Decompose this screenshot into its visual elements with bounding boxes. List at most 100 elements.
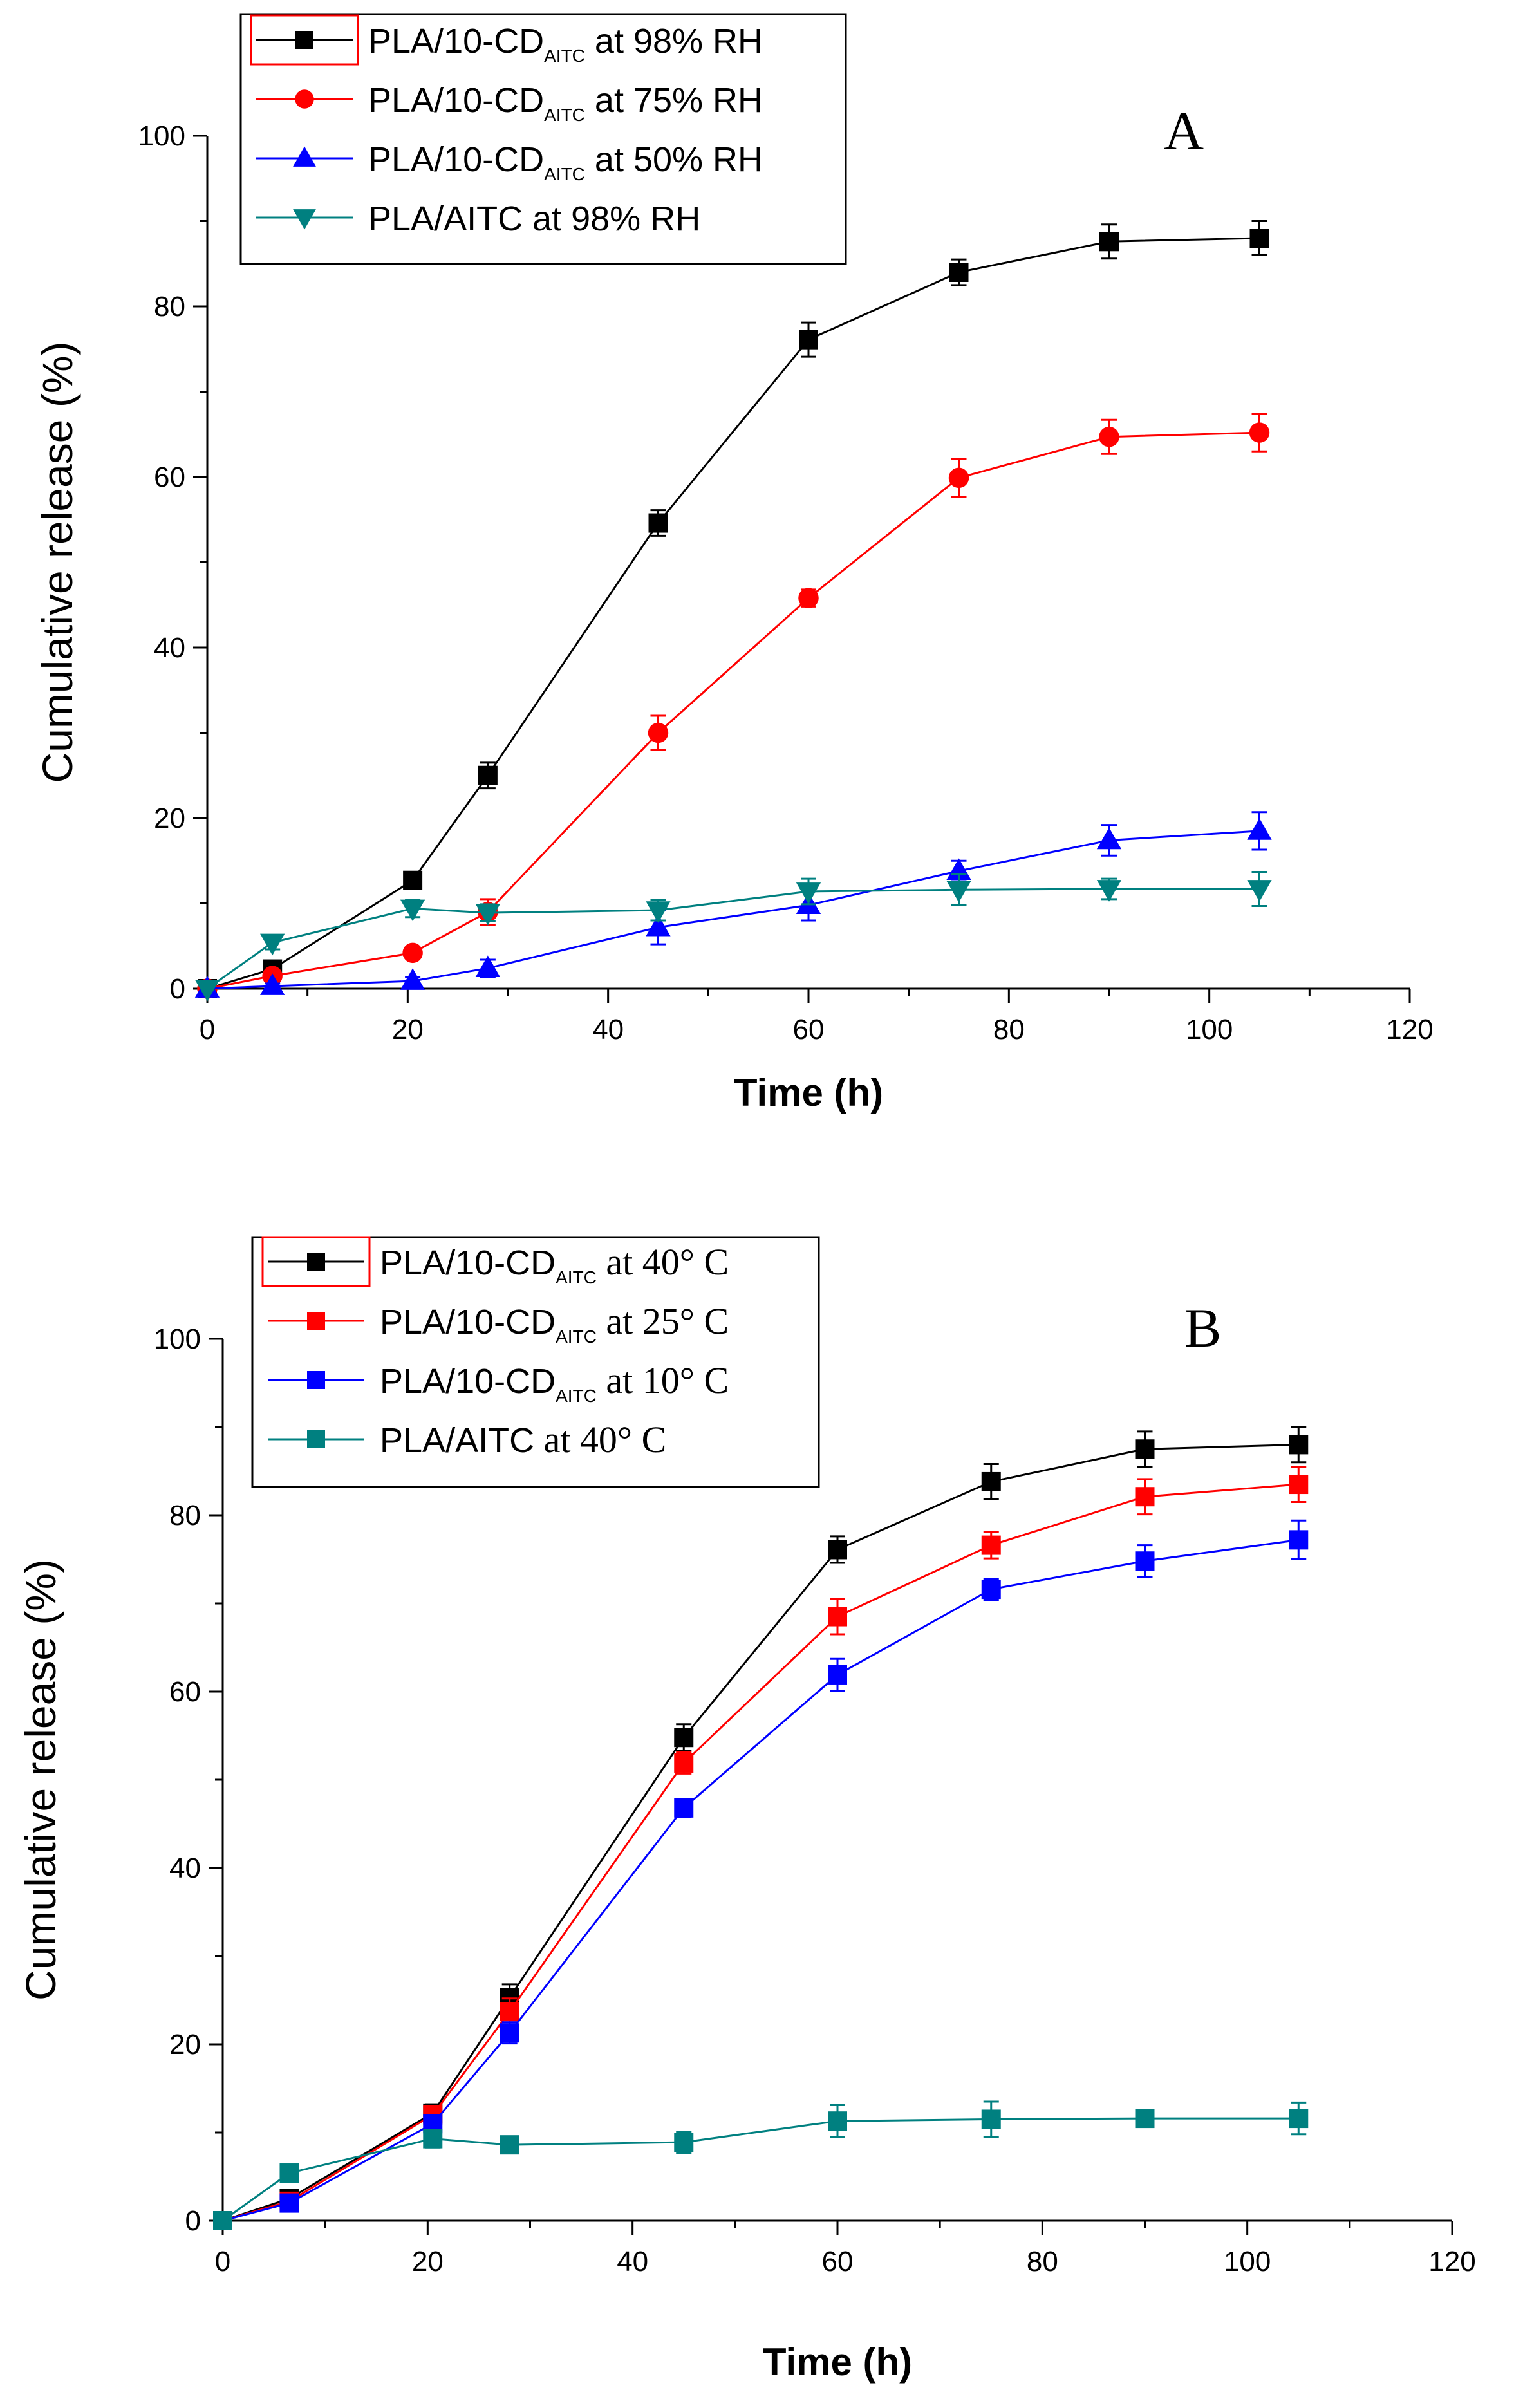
data-point [279, 2163, 299, 2183]
data-point [946, 881, 971, 903]
data-point [260, 933, 285, 956]
legend-label: PLA/10-CDAITC at 98% RH [368, 22, 763, 66]
legend-marker [293, 209, 316, 230]
y-tick-label: 60 [154, 462, 185, 493]
x-tick-label: 100 [1186, 1014, 1233, 1045]
data-point [1289, 1530, 1309, 1550]
data-point [1135, 1439, 1155, 1459]
legend-highlight [261, 1236, 371, 1287]
data-point [828, 2111, 847, 2131]
chart-panel-a: 0 20 40 60 80 100 120 0 20 40 60 80 100 Time (h) Cumul… [33, 13, 1434, 1114]
x-tick-label: 20 [392, 1014, 424, 1045]
data-point [1249, 422, 1270, 443]
x-tick-label: 60 [822, 2246, 854, 2277]
data-point [279, 2193, 299, 2213]
x-tick-label: 0 [200, 1014, 215, 1045]
x-axis-label: Time (h) [763, 2340, 912, 2384]
legend-marker [295, 89, 314, 109]
legend-label: PLA/AITC at 40° C [380, 1419, 666, 1461]
data-point [648, 513, 668, 533]
data-point [1135, 1551, 1155, 1571]
legend-label: PLA/10-CDAITC at 25° C [380, 1300, 729, 1347]
legend-marker [307, 1430, 325, 1448]
y-tick-label: 20 [169, 2029, 201, 2060]
data-point [981, 2109, 1001, 2129]
x-tick-label: 100 [1224, 2246, 1271, 2277]
panel-label: A [1164, 100, 1204, 162]
x-tick-label: 40 [592, 1014, 624, 1045]
data-point [1289, 2109, 1309, 2129]
data-point [1096, 880, 1122, 902]
legend-marker [307, 1253, 325, 1271]
legend-label: PLA/AITC at 98% RH [368, 200, 700, 238]
data-point [213, 2211, 232, 2230]
series-1 [213, 1426, 1309, 2230]
series-2 [197, 413, 1270, 999]
data-point [799, 330, 818, 350]
legend-label: PLA/10-CDAITC at 50% RH [368, 140, 763, 184]
data-point [828, 1540, 847, 1560]
data-point [981, 1535, 1001, 1555]
x-tick-label: 120 [1386, 1014, 1433, 1045]
data-point [1289, 1475, 1309, 1495]
y-tick-label: 80 [154, 291, 185, 322]
series-4 [213, 2100, 1309, 2230]
data-point [1247, 818, 1272, 840]
legend-box [251, 1236, 820, 1488]
legend-marker [293, 146, 316, 167]
legend-box [239, 13, 847, 265]
data-point [478, 765, 498, 785]
data-point [1247, 880, 1272, 902]
data-point [828, 1665, 847, 1685]
legend-label: PLA/10-CDAITC at 40° C [380, 1241, 729, 1287]
y-tick-label: 0 [185, 2205, 201, 2237]
data-point [400, 899, 425, 922]
data-point [500, 2002, 519, 2022]
data-point [796, 882, 821, 904]
data-point [981, 1580, 1001, 1600]
data-point [194, 980, 220, 1002]
series-4 [194, 870, 1272, 1002]
y-tick-label: 0 [170, 973, 185, 1005]
data-point [1096, 827, 1122, 850]
y-tick-label: 60 [169, 1676, 201, 1708]
data-point [423, 2129, 443, 2149]
data-point [500, 2135, 519, 2155]
data-point [674, 1798, 694, 1818]
data-point [475, 955, 501, 978]
data-point [646, 901, 671, 923]
y-tick-label: 40 [169, 1853, 201, 1884]
y-axis-label: Cumulative release (%) [33, 342, 81, 783]
x-tick-label: 0 [215, 2246, 230, 2277]
data-point [475, 904, 501, 926]
y-tick-label: 80 [169, 1500, 201, 1531]
y-tick-label: 100 [154, 1323, 201, 1355]
data-point [948, 467, 969, 489]
data-point [646, 914, 671, 937]
series-3 [194, 811, 1272, 998]
panel-label: B [1184, 1297, 1221, 1359]
x-tick-label: 60 [793, 1014, 825, 1045]
x-axis-label: Time (h) [734, 1071, 883, 1114]
data-point [400, 968, 425, 990]
legend-marker [295, 31, 313, 49]
data-point [1099, 232, 1119, 252]
legend-label: PLA/10-CDAITC at 10° C [380, 1359, 729, 1406]
data-point [798, 588, 819, 608]
data-point [949, 263, 969, 282]
data-point [674, 1753, 694, 1773]
x-tick-label: 20 [412, 2246, 444, 2277]
legend-marker [307, 1312, 325, 1330]
x-tick-label: 40 [617, 2246, 648, 2277]
data-point [500, 2023, 519, 2043]
legend: PLA/10-CDAITC at 40° C PLA/10-CDAITC at 2… [251, 1236, 820, 1488]
data-point [1289, 1435, 1309, 1455]
data-point [403, 870, 423, 890]
x-tick-label: 120 [1428, 2246, 1475, 2277]
data-point [981, 1471, 1001, 1491]
data-point [1135, 1487, 1155, 1507]
data-point [828, 1607, 847, 1627]
data-point [648, 722, 669, 743]
